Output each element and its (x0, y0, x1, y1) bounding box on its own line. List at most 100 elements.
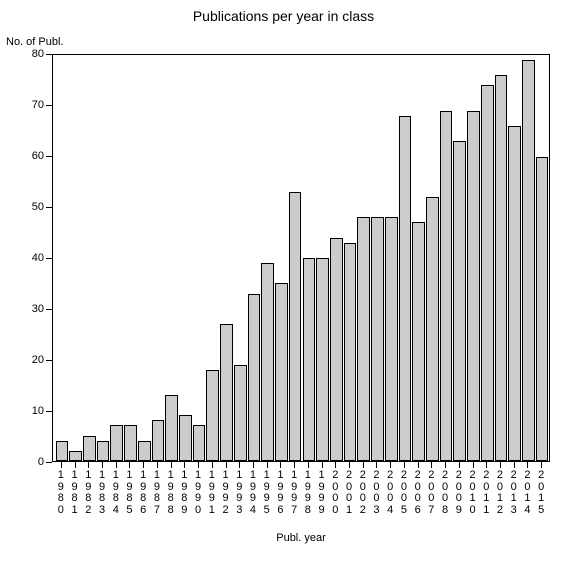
xtick-mark (486, 462, 487, 468)
xtick-label: 1984 (110, 470, 122, 516)
ytick-label: 60 (14, 150, 44, 162)
xtick-mark (171, 462, 172, 468)
xtick-label: 2011 (480, 470, 492, 516)
chart-stage: Publications per year in class No. of Pu… (0, 0, 567, 567)
xtick-label: 2005 (398, 470, 410, 516)
ytick-label: 70 (14, 99, 44, 111)
ytick-mark (46, 105, 52, 106)
bar (385, 217, 398, 461)
ytick-mark (46, 462, 52, 463)
xtick-mark (102, 462, 103, 468)
ytick-label: 20 (14, 354, 44, 366)
ytick-label: 30 (14, 303, 44, 315)
xtick-label: 1999 (316, 470, 328, 516)
y-axis-label: No. of Publ. (6, 36, 63, 48)
x-axis-label: Publ. year (52, 532, 550, 544)
bar (289, 192, 302, 461)
xtick-mark (376, 462, 377, 468)
xtick-mark (404, 462, 405, 468)
xtick-label: 1985 (123, 470, 135, 516)
xtick-mark (514, 462, 515, 468)
bar (248, 294, 261, 461)
xtick-mark (239, 462, 240, 468)
bar (206, 370, 219, 461)
xtick-mark (61, 462, 62, 468)
xtick-label: 1991 (206, 470, 218, 516)
bar (508, 126, 521, 461)
xtick-mark (129, 462, 130, 468)
bar (97, 441, 110, 461)
xtick-label: 2012 (494, 470, 506, 516)
xtick-mark (226, 462, 227, 468)
xtick-label: 1994 (247, 470, 259, 516)
xtick-label: 1989 (178, 470, 190, 516)
ytick-label: 0 (14, 456, 44, 468)
xtick-label: 1988 (165, 470, 177, 516)
xtick-label: 1998 (302, 470, 314, 516)
xtick-mark (349, 462, 350, 468)
xtick-mark (322, 462, 323, 468)
xtick-label: 2003 (370, 470, 382, 516)
bar (56, 441, 69, 461)
bar (481, 85, 494, 461)
xtick-label: 1995 (261, 470, 273, 516)
xtick-mark (75, 462, 76, 468)
bar (440, 111, 453, 461)
bar (220, 324, 233, 461)
xtick-label: 2013 (508, 470, 520, 516)
bar (453, 141, 466, 461)
xtick-mark (418, 462, 419, 468)
xtick-mark (198, 462, 199, 468)
bar (83, 436, 96, 461)
ytick-mark (46, 309, 52, 310)
bar (522, 60, 535, 461)
xtick-mark (500, 462, 501, 468)
xtick-mark (335, 462, 336, 468)
xtick-label: 2015 (535, 470, 547, 516)
xtick-mark (363, 462, 364, 468)
xtick-mark (473, 462, 474, 468)
xtick-label: 2014 (521, 470, 533, 516)
bar (69, 451, 82, 461)
xtick-label: 1987 (151, 470, 163, 516)
xtick-mark (541, 462, 542, 468)
xtick-label: 1993 (233, 470, 245, 516)
xtick-label: 2009 (453, 470, 465, 516)
xtick-label: 2000 (329, 470, 341, 516)
xtick-label: 1992 (220, 470, 232, 516)
ytick-mark (46, 54, 52, 55)
bar (426, 197, 439, 461)
xtick-mark (308, 462, 309, 468)
ytick-mark (46, 258, 52, 259)
bar (165, 395, 178, 461)
xtick-mark (390, 462, 391, 468)
plot-area (52, 54, 550, 462)
xtick-label: 1980 (55, 470, 67, 516)
xtick-mark (143, 462, 144, 468)
bar (330, 238, 343, 461)
xtick-mark (445, 462, 446, 468)
ytick-label: 80 (14, 48, 44, 60)
xtick-mark (294, 462, 295, 468)
chart-title: Publications per year in class (0, 8, 567, 24)
bar (357, 217, 370, 461)
ytick-label: 10 (14, 405, 44, 417)
xtick-mark (212, 462, 213, 468)
bar (303, 258, 316, 461)
bar (234, 365, 247, 461)
xtick-label: 2007 (425, 470, 437, 516)
xtick-mark (527, 462, 528, 468)
bar (261, 263, 274, 461)
xtick-label: 1986 (137, 470, 149, 516)
xtick-mark (88, 462, 89, 468)
xtick-label: 2001 (343, 470, 355, 516)
xtick-mark (116, 462, 117, 468)
bar (536, 157, 549, 462)
xtick-label: 1983 (96, 470, 108, 516)
xtick-label: 1990 (192, 470, 204, 516)
bar (344, 243, 357, 461)
bar (399, 116, 412, 461)
xtick-mark (184, 462, 185, 468)
xtick-label: 1996 (274, 470, 286, 516)
bar (495, 75, 508, 461)
